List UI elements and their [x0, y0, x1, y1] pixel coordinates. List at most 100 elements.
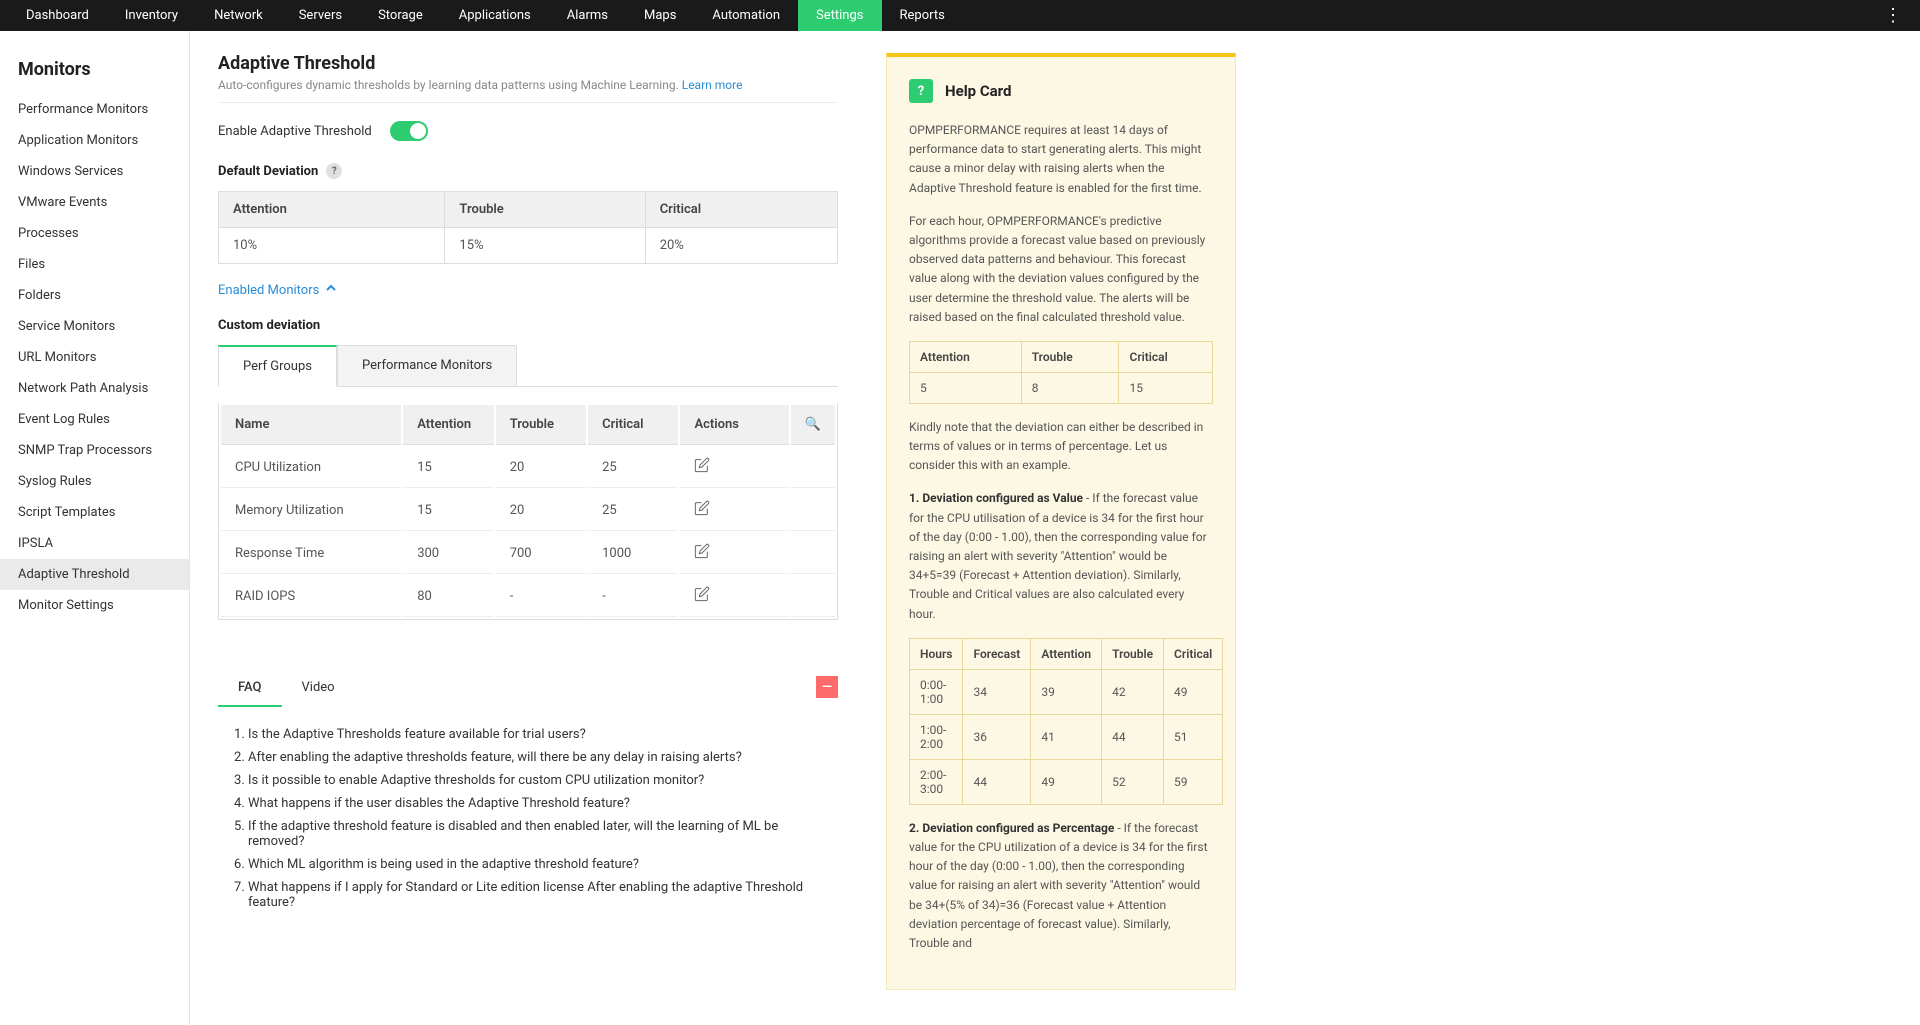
- cell-actions: [680, 576, 788, 617]
- sidebar-item-folders[interactable]: Folders: [0, 280, 189, 311]
- nav-item-inventory[interactable]: Inventory: [107, 0, 196, 31]
- tab-perf-groups[interactable]: Perf Groups: [218, 345, 337, 387]
- sidebar-item-snmp-trap-processors[interactable]: SNMP Trap Processors: [0, 435, 189, 466]
- edit-icon[interactable]: [694, 505, 710, 520]
- enabled-monitors-label: Enabled Monitors: [218, 283, 319, 298]
- sidebar-item-adaptive-threshold[interactable]: Adaptive Threshold: [0, 559, 189, 590]
- enabled-monitors-toggle[interactable]: Enabled Monitors: [218, 282, 337, 298]
- faq-tabs: FAQ Video: [218, 670, 838, 707]
- tab-video[interactable]: Video: [282, 670, 355, 707]
- h1-v-trouble: 8: [1021, 372, 1119, 403]
- cell-trouble: 20: [496, 447, 586, 488]
- table-row: 0:00-1:0034394249: [910, 669, 1223, 714]
- cell: 39: [1031, 669, 1102, 714]
- nav-item-network[interactable]: Network: [196, 0, 281, 31]
- content: Adaptive Threshold Auto-configures dynam…: [190, 31, 1920, 1025]
- chevron-up-icon: [325, 282, 337, 298]
- sidebar-item-performance-monitors[interactable]: Performance Monitors: [0, 94, 189, 125]
- sidebar-item-service-monitors[interactable]: Service Monitors: [0, 311, 189, 342]
- enable-label: Enable Adaptive Threshold: [218, 124, 372, 139]
- nav-item-maps[interactable]: Maps: [626, 0, 694, 31]
- cell: 49: [1031, 759, 1102, 804]
- cell-name: CPU Utilization: [221, 447, 401, 488]
- learn-more-link[interactable]: Learn more: [682, 78, 743, 92]
- sidebar-item-network-path-analysis[interactable]: Network Path Analysis: [0, 373, 189, 404]
- sidebar-item-application-monitors[interactable]: Application Monitors: [0, 125, 189, 156]
- cell: 52: [1102, 759, 1164, 804]
- enable-toggle[interactable]: [390, 121, 428, 141]
- cell: 0:00-1:00: [910, 669, 963, 714]
- sidebar-item-syslog-rules[interactable]: Syslog Rules: [0, 466, 189, 497]
- page-description: Auto-configures dynamic thresholds by le…: [218, 78, 838, 103]
- nav-item-dashboard[interactable]: Dashboard: [8, 0, 107, 31]
- cell-actions: [680, 533, 788, 574]
- collapse-button[interactable]: —: [816, 676, 838, 698]
- table-row: Response Time3007001000: [221, 533, 835, 574]
- nav-item-settings[interactable]: Settings: [798, 0, 881, 31]
- cd-col-actions: Actions: [680, 405, 788, 445]
- help-icon[interactable]: ?: [326, 163, 342, 179]
- faq-item[interactable]: If the adaptive threshold feature is dis…: [248, 819, 828, 849]
- nav-item-applications[interactable]: Applications: [441, 0, 549, 31]
- toggle-knob: [410, 123, 426, 139]
- sidebar-item-processes[interactable]: Processes: [0, 218, 189, 249]
- h1-attention: Attention: [910, 341, 1022, 372]
- faq-item[interactable]: Is the Adaptive Thresholds feature avail…: [248, 727, 828, 742]
- sidebar: Monitors Performance MonitorsApplication…: [0, 31, 190, 1025]
- nav-item-reports[interactable]: Reports: [882, 0, 963, 31]
- cell-trouble: 700: [496, 533, 586, 574]
- custom-deviation-label: Custom deviation: [218, 318, 838, 333]
- more-menu-icon[interactable]: ⋮: [1874, 5, 1912, 26]
- cell-name: Memory Utilization: [221, 490, 401, 531]
- faq-item[interactable]: Which ML algorithm is being used in the …: [248, 857, 828, 872]
- sidebar-item-url-monitors[interactable]: URL Monitors: [0, 342, 189, 373]
- faq-item[interactable]: Is it possible to enable Adaptive thresh…: [248, 773, 828, 788]
- nav-item-automation[interactable]: Automation: [694, 0, 798, 31]
- nav-item-storage[interactable]: Storage: [360, 0, 441, 31]
- cell: 44: [963, 759, 1031, 804]
- nav-item-alarms[interactable]: Alarms: [549, 0, 626, 31]
- cell: 34: [963, 669, 1031, 714]
- sidebar-item-windows-services[interactable]: Windows Services: [0, 156, 189, 187]
- default-deviation-text: Default Deviation: [218, 164, 318, 179]
- cd-col-name: Name: [221, 405, 401, 445]
- col-critical: Critical: [645, 192, 837, 228]
- search-icon[interactable]: 🔍: [805, 417, 821, 432]
- tab-perf-monitors[interactable]: Performance Monitors: [337, 345, 517, 386]
- sidebar-item-ipsla[interactable]: IPSLA: [0, 528, 189, 559]
- edit-icon[interactable]: [694, 548, 710, 563]
- col-attention: Attention: [219, 192, 445, 228]
- cell-attention: 15: [403, 447, 494, 488]
- faq-item[interactable]: After enabling the adaptive thresholds f…: [248, 750, 828, 765]
- sidebar-item-vmware-events[interactable]: VMware Events: [0, 187, 189, 218]
- edit-icon[interactable]: [694, 591, 710, 606]
- col-trouble: Trouble: [445, 192, 645, 228]
- cell-critical: 25: [588, 447, 678, 488]
- tab-faq[interactable]: FAQ: [218, 670, 282, 707]
- cell: 41: [1031, 714, 1102, 759]
- table-row: RAID IOPS80--: [221, 576, 835, 617]
- table-row: Memory Utilization152025: [221, 490, 835, 531]
- edit-icon[interactable]: [694, 462, 710, 477]
- cell-attention: 300: [403, 533, 494, 574]
- cell-attention: 15: [403, 490, 494, 531]
- h2-col: Critical: [1164, 638, 1223, 669]
- h2-col: Trouble: [1102, 638, 1164, 669]
- faq-item[interactable]: What happens if the user disables the Ad…: [248, 796, 828, 811]
- cell-trouble: 20: [496, 490, 586, 531]
- sidebar-item-monitor-settings[interactable]: Monitor Settings: [0, 590, 189, 621]
- cd-col-search[interactable]: 🔍: [791, 405, 835, 445]
- nav-item-servers[interactable]: Servers: [281, 0, 360, 31]
- sidebar-item-files[interactable]: Files: [0, 249, 189, 280]
- help-p4-text: - If the forecast value for the CPU util…: [909, 491, 1207, 620]
- help-p3: Kindly note that the deviation can eithe…: [909, 418, 1213, 476]
- sidebar-item-event-log-rules[interactable]: Event Log Rules: [0, 404, 189, 435]
- sidebar-item-script-templates[interactable]: Script Templates: [0, 497, 189, 528]
- help-card: ? Help Card OPMPERFORMANCE requires at l…: [886, 53, 1236, 990]
- faq-item[interactable]: What happens if I apply for Standard or …: [248, 880, 828, 910]
- help-p4: 1. Deviation configured as Value - If th…: [909, 489, 1213, 623]
- cd-col-attention: Attention: [403, 405, 494, 445]
- val-trouble: 15%: [445, 228, 645, 264]
- page-title: Adaptive Threshold: [218, 53, 838, 74]
- val-critical: 20%: [645, 228, 837, 264]
